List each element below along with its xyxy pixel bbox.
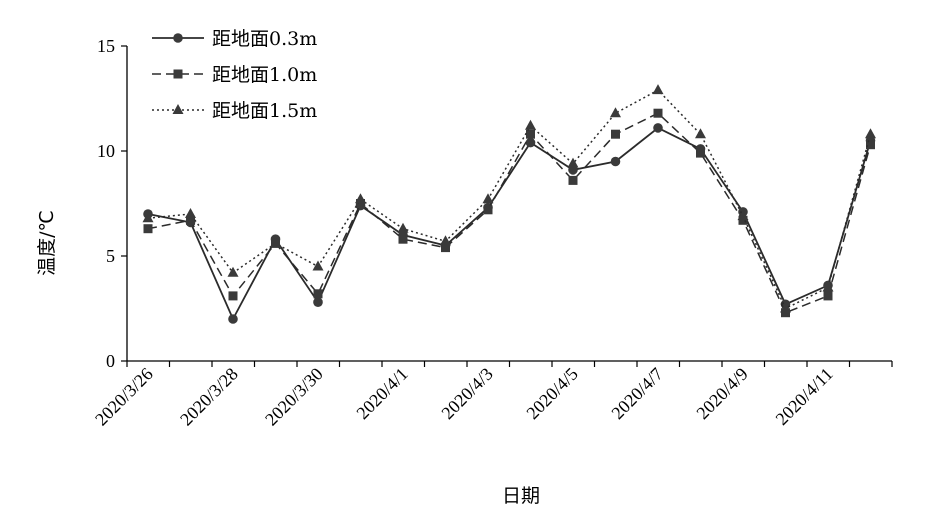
legend-marker [172,104,184,114]
data-point [781,308,790,318]
data-point [356,199,365,208]
x-tick-label: 2020/3/28 [176,364,242,430]
data-point [398,234,408,244]
x-tick-label: 2020/4/7 [607,364,666,423]
data-point [313,297,323,308]
data-point [228,291,238,301]
data-point [441,243,450,253]
data-point [865,128,876,139]
data-point [738,215,748,225]
data-point [143,224,153,234]
data-point [312,260,324,271]
y-tick-label: 0 [106,351,115,371]
data-point [313,289,323,299]
data-point [355,193,366,204]
data-point [483,205,493,215]
series-layer [142,84,876,324]
data-point [525,137,536,148]
legend-label: 距地面1.0m [212,64,317,86]
data-point [525,119,536,130]
y-axis-title: 温度/℃ [36,210,58,276]
data-point [567,157,579,168]
x-tick-label: 2020/3/26 [91,364,157,430]
y-tick-label: 5 [106,246,115,266]
data-point [526,129,535,139]
data-point [142,212,154,223]
y-tick-label: 15 [97,36,115,56]
data-point [482,193,494,204]
data-point [780,302,791,313]
data-point [270,237,281,248]
legend-item-1: 距地面0.3m [152,28,317,50]
legend-label: 距地面1.5m [212,100,317,122]
data-point [696,148,705,158]
series-line [147,112,872,314]
legend: 距地面0.3m 距地面1.0m 距地面1.5m [152,28,317,122]
data-point [397,222,409,233]
x-tick-label: 2020/4/3 [437,364,496,423]
data-point [737,210,749,221]
data-point [227,266,239,277]
data-point [228,314,238,324]
data-point [695,128,706,139]
legend-marker [173,33,183,43]
data-point [823,291,833,301]
x-tick-label: 2020/4/1 [352,364,411,423]
x-tick-label: 2020/4/9 [692,364,751,423]
series-2 [143,108,875,318]
series-3 [142,84,876,313]
x-tick-label: 2020/4/11 [772,364,837,429]
legend-item-3: 距地面1.5m [152,100,317,122]
axes: 0 5 10 15 2020/3/26 2020/3/28 2020/3/30 2020/4/… [91,36,893,430]
x-tick-label: 2020/3/30 [261,364,327,430]
data-point [611,129,620,139]
data-point [568,175,578,185]
x-tick-label: 2020/4/5 [522,364,581,423]
data-point [866,140,875,150]
x-axis-title: 日期 [502,485,540,507]
data-point [653,123,663,133]
legend-label: 距地面0.3m [212,28,317,50]
legend-marker [173,69,183,79]
series-1 [143,123,876,324]
data-point [440,235,451,246]
legend-item-2: 距地面1.0m [152,64,317,86]
data-point [185,208,196,218]
data-point [822,281,834,292]
y-tick-label: 10 [97,141,115,161]
series-line [147,126,872,322]
data-point [610,107,621,118]
data-point [652,84,664,95]
data-point [610,156,621,167]
data-point [186,215,195,225]
data-point [653,108,663,118]
